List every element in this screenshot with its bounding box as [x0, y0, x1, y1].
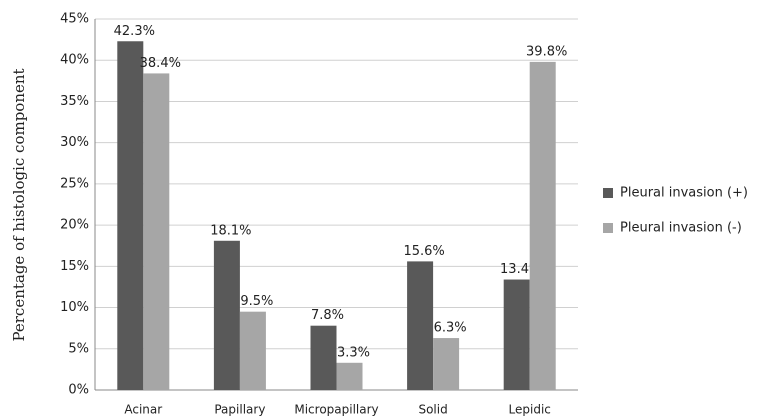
bar — [143, 73, 170, 390]
legend-swatch — [603, 223, 613, 233]
bar — [529, 61, 556, 390]
bar — [213, 240, 240, 390]
bar — [117, 41, 144, 390]
y-axis-label: Percentage of histologic component — [10, 68, 28, 341]
legend-swatch — [603, 188, 613, 198]
bar — [433, 338, 460, 390]
y-tick-label: 45% — [60, 12, 89, 27]
x-tick-label: Lepidic — [509, 403, 551, 417]
value-label: 38.4% — [140, 56, 181, 71]
y-tick-label: 15% — [60, 259, 89, 274]
y-tick-label: 30% — [60, 135, 89, 150]
x-tick-label: Acinar — [124, 403, 162, 417]
bar — [503, 279, 530, 390]
value-label: 42.3% — [114, 24, 155, 39]
bar — [336, 362, 363, 390]
x-tick-label: Papillary — [214, 403, 265, 417]
value-label: 39.8% — [526, 44, 567, 59]
x-tick-label: Solid — [418, 403, 447, 417]
legend-label: Pleural invasion (+) — [620, 186, 748, 201]
y-tick-label: 0% — [68, 383, 89, 398]
y-tick-label: 40% — [60, 53, 89, 68]
y-tick-label: 10% — [60, 300, 89, 315]
value-label: 3.3% — [337, 345, 370, 360]
x-tick-label: Micropapillary — [294, 403, 378, 417]
bar — [310, 325, 337, 390]
value-label: 6.3% — [434, 321, 467, 336]
y-tick-label: 25% — [60, 176, 89, 191]
bar — [239, 311, 266, 390]
value-label: 15.6% — [403, 244, 444, 259]
y-tick-label: 5% — [68, 341, 89, 356]
value-label: 18.1% — [210, 223, 251, 238]
legend-label: Pleural invasion (-) — [620, 221, 742, 236]
y-tick-label: 20% — [60, 218, 89, 233]
y-tick-label: 35% — [60, 94, 89, 109]
bar — [407, 261, 434, 390]
value-label: 7.8% — [311, 308, 344, 323]
value-label: 9.5% — [240, 294, 273, 309]
